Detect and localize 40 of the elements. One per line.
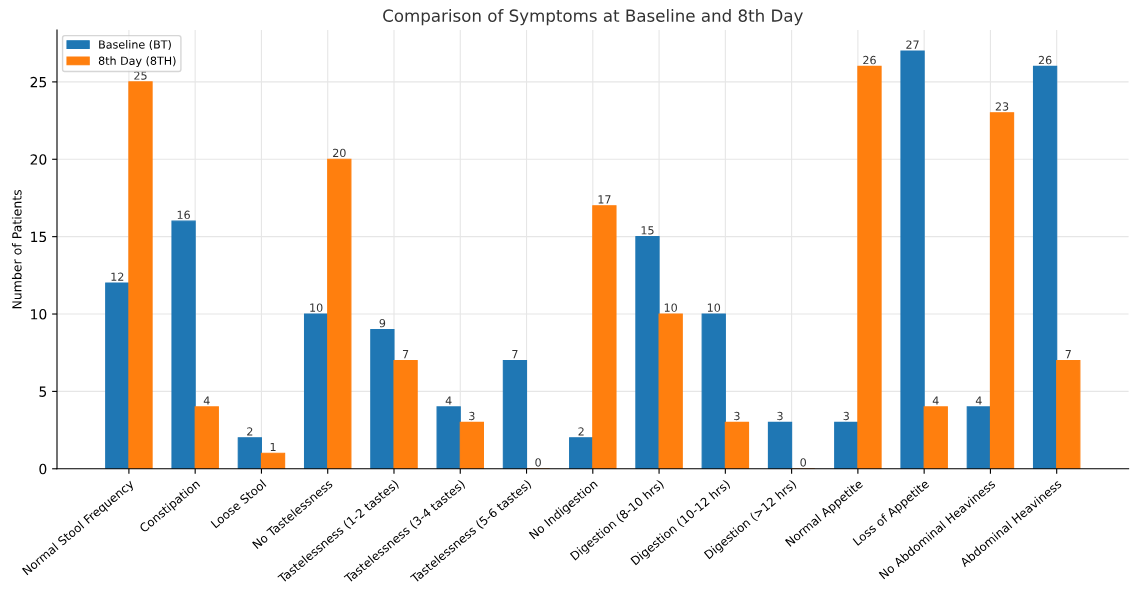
data-label: 0	[535, 458, 541, 467]
data-label: 3	[777, 411, 783, 421]
y-tick-label: 10	[31, 308, 47, 320]
y-tick-label: 0	[39, 463, 47, 475]
data-label: 3	[469, 411, 475, 421]
data-label: 1	[270, 442, 276, 451]
data-label: 27	[906, 40, 919, 49]
data-label: 9	[379, 318, 386, 328]
data-label: 25	[134, 71, 147, 80]
y-axis-title: Number of Patients	[11, 189, 22, 309]
data-label: 4	[445, 396, 452, 405]
data-label: 7	[1065, 350, 1071, 359]
data-label: 26	[1038, 55, 1052, 65]
data-label: 15	[641, 226, 654, 235]
y-tick-label: 15	[31, 231, 47, 243]
data-label: 0	[800, 458, 807, 467]
data-label: 7	[402, 350, 409, 359]
data-label: 2	[578, 427, 584, 436]
data-label: 2	[247, 427, 253, 436]
legend-label: 8th Day (8TH)	[98, 56, 176, 68]
data-label: 16	[177, 210, 190, 220]
data-label: 17	[598, 195, 611, 204]
data-label: 23	[995, 102, 1009, 111]
data-label: 10	[707, 303, 721, 312]
y-tick-label: 5	[39, 386, 47, 397]
data-label: 4	[932, 396, 939, 405]
data-label: 12	[111, 272, 124, 281]
data-label: 3	[843, 411, 849, 421]
y-tick-label: 25	[30, 76, 47, 88]
data-label: 26	[863, 55, 876, 65]
data-label: 20	[333, 148, 346, 158]
data-label: 4	[975, 396, 982, 405]
data-label: 3	[734, 411, 740, 421]
data-label: 10	[664, 303, 677, 312]
data-label: 4	[203, 396, 210, 405]
data-label: 7	[512, 350, 518, 359]
legend-label: Baseline (BT)	[99, 40, 171, 50]
y-tick-label: 20	[30, 154, 47, 165]
data-label: 10	[310, 303, 323, 312]
chart-title: Comparison of Symptoms at Baseline and 8th Day	[383, 9, 803, 26]
